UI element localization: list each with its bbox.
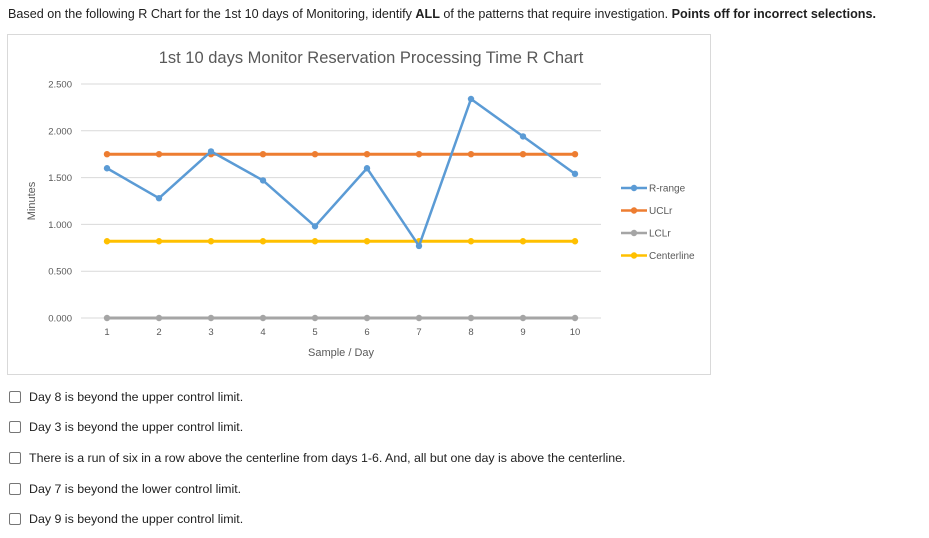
option-1-checkbox[interactable] — [9, 391, 21, 403]
x-tick-label: 8 — [468, 327, 473, 338]
question-prefix: Based on the following R Chart for the 1… — [8, 7, 416, 21]
point-uclr — [571, 151, 579, 158]
point-lclr — [259, 314, 267, 322]
chart-title: 1st 10 days Monitor Reservation Processi… — [159, 49, 584, 67]
y-tick-label: 2.000 — [48, 126, 72, 137]
point-r-range — [467, 95, 475, 103]
point-centerline — [259, 238, 267, 245]
y-tick-label: 0.000 — [48, 314, 72, 325]
point-uclr — [467, 151, 475, 158]
point-uclr — [259, 151, 267, 158]
point-centerline — [363, 238, 371, 245]
point-lclr — [571, 314, 579, 322]
point-lclr — [207, 314, 215, 322]
point-lclr — [103, 314, 111, 322]
legend-marker-r-range — [630, 184, 638, 192]
legend-label-centerline: Centerline — [649, 251, 695, 262]
point-lclr — [519, 314, 527, 322]
option-4-label: Day 7 is beyond the lower control limit. — [29, 482, 242, 496]
point-lclr — [155, 314, 163, 322]
question-text: Based on the following R Chart for the 1… — [8, 6, 923, 22]
point-r-range — [311, 223, 319, 230]
legend-label-r-range: R-range — [649, 184, 686, 195]
point-lclr — [415, 314, 423, 322]
x-tick-label: 9 — [520, 327, 525, 338]
option-2-label: Day 3 is beyond the upper control limit. — [29, 420, 244, 434]
x-tick-label: 3 — [208, 327, 213, 338]
point-r-range — [415, 242, 423, 250]
r-chart-svg: 1st 10 days Monitor Reservation Processi… — [26, 49, 695, 359]
point-centerline — [571, 238, 579, 245]
point-centerline — [311, 238, 319, 245]
point-lclr — [311, 314, 319, 322]
point-centerline — [155, 238, 163, 245]
option-5-label: Day 9 is beyond the upper control limit. — [29, 512, 244, 526]
point-r-range — [571, 170, 579, 178]
legend-marker-centerline — [630, 252, 638, 259]
x-tick-label: 4 — [260, 327, 265, 338]
question-emphasis: ALL — [415, 7, 440, 21]
option-3[interactable]: There is a run of six in a row above the… — [9, 449, 625, 467]
y-tick-label: 0.500 — [48, 267, 72, 278]
y-tick-label: 1.500 — [48, 173, 72, 184]
point-r-range — [259, 177, 267, 184]
x-tick-label: 7 — [416, 327, 421, 338]
option-2-checkbox[interactable] — [9, 421, 21, 433]
point-r-range — [363, 165, 371, 172]
series-line-r-range — [106, 97, 576, 248]
option-4[interactable]: Day 7 is beyond the lower control limit. — [9, 480, 241, 498]
option-1[interactable]: Day 8 is beyond the upper control limit. — [9, 388, 243, 406]
option-4-checkbox[interactable] — [9, 483, 21, 495]
option-5-checkbox[interactable] — [9, 513, 21, 525]
x-tick-label: 6 — [364, 327, 369, 338]
legend-label-lclr: LCLr — [649, 229, 671, 240]
point-uclr — [155, 151, 163, 158]
option-3-checkbox[interactable] — [9, 452, 21, 464]
option-3-label: There is a run of six in a row above the… — [29, 451, 626, 465]
point-r-range — [207, 148, 215, 155]
y-tick-label: 2.500 — [48, 80, 72, 91]
x-tick-label: 2 — [156, 327, 161, 338]
legend-marker-uclr — [630, 207, 638, 214]
option-2[interactable]: Day 3 is beyond the upper control limit. — [9, 418, 243, 436]
point-r-range — [519, 133, 527, 140]
point-uclr — [311, 151, 319, 158]
point-centerline — [207, 238, 215, 245]
x-tick-label: 1 — [104, 327, 109, 338]
x-axis-title: Sample / Day — [308, 347, 375, 359]
point-centerline — [519, 238, 527, 245]
point-uclr — [415, 151, 423, 158]
legend-marker-lclr — [630, 229, 638, 237]
r-chart: 1st 10 days Monitor Reservation Processi… — [7, 34, 711, 375]
y-axis-title: Minutes — [26, 181, 38, 220]
option-1-label: Day 8 is beyond the upper control limit. — [29, 390, 244, 404]
point-uclr — [103, 151, 111, 158]
question-bold-tail: Points off for incorrect selections. — [671, 7, 876, 21]
y-tick-label: 1.000 — [48, 220, 72, 231]
point-uclr — [363, 151, 371, 158]
x-tick-label: 5 — [312, 327, 317, 338]
point-r-range — [103, 165, 111, 172]
point-lclr — [363, 314, 371, 322]
legend-label-uclr: UCLr — [649, 206, 673, 217]
point-centerline — [467, 238, 475, 245]
point-centerline — [103, 238, 111, 245]
point-uclr — [519, 151, 527, 158]
point-lclr — [467, 314, 475, 322]
question-middle: of the patterns that require investigati… — [439, 7, 672, 21]
x-tick-label: 10 — [570, 327, 581, 338]
option-5[interactable]: Day 9 is beyond the upper control limit. — [9, 510, 243, 528]
point-r-range — [155, 194, 163, 202]
